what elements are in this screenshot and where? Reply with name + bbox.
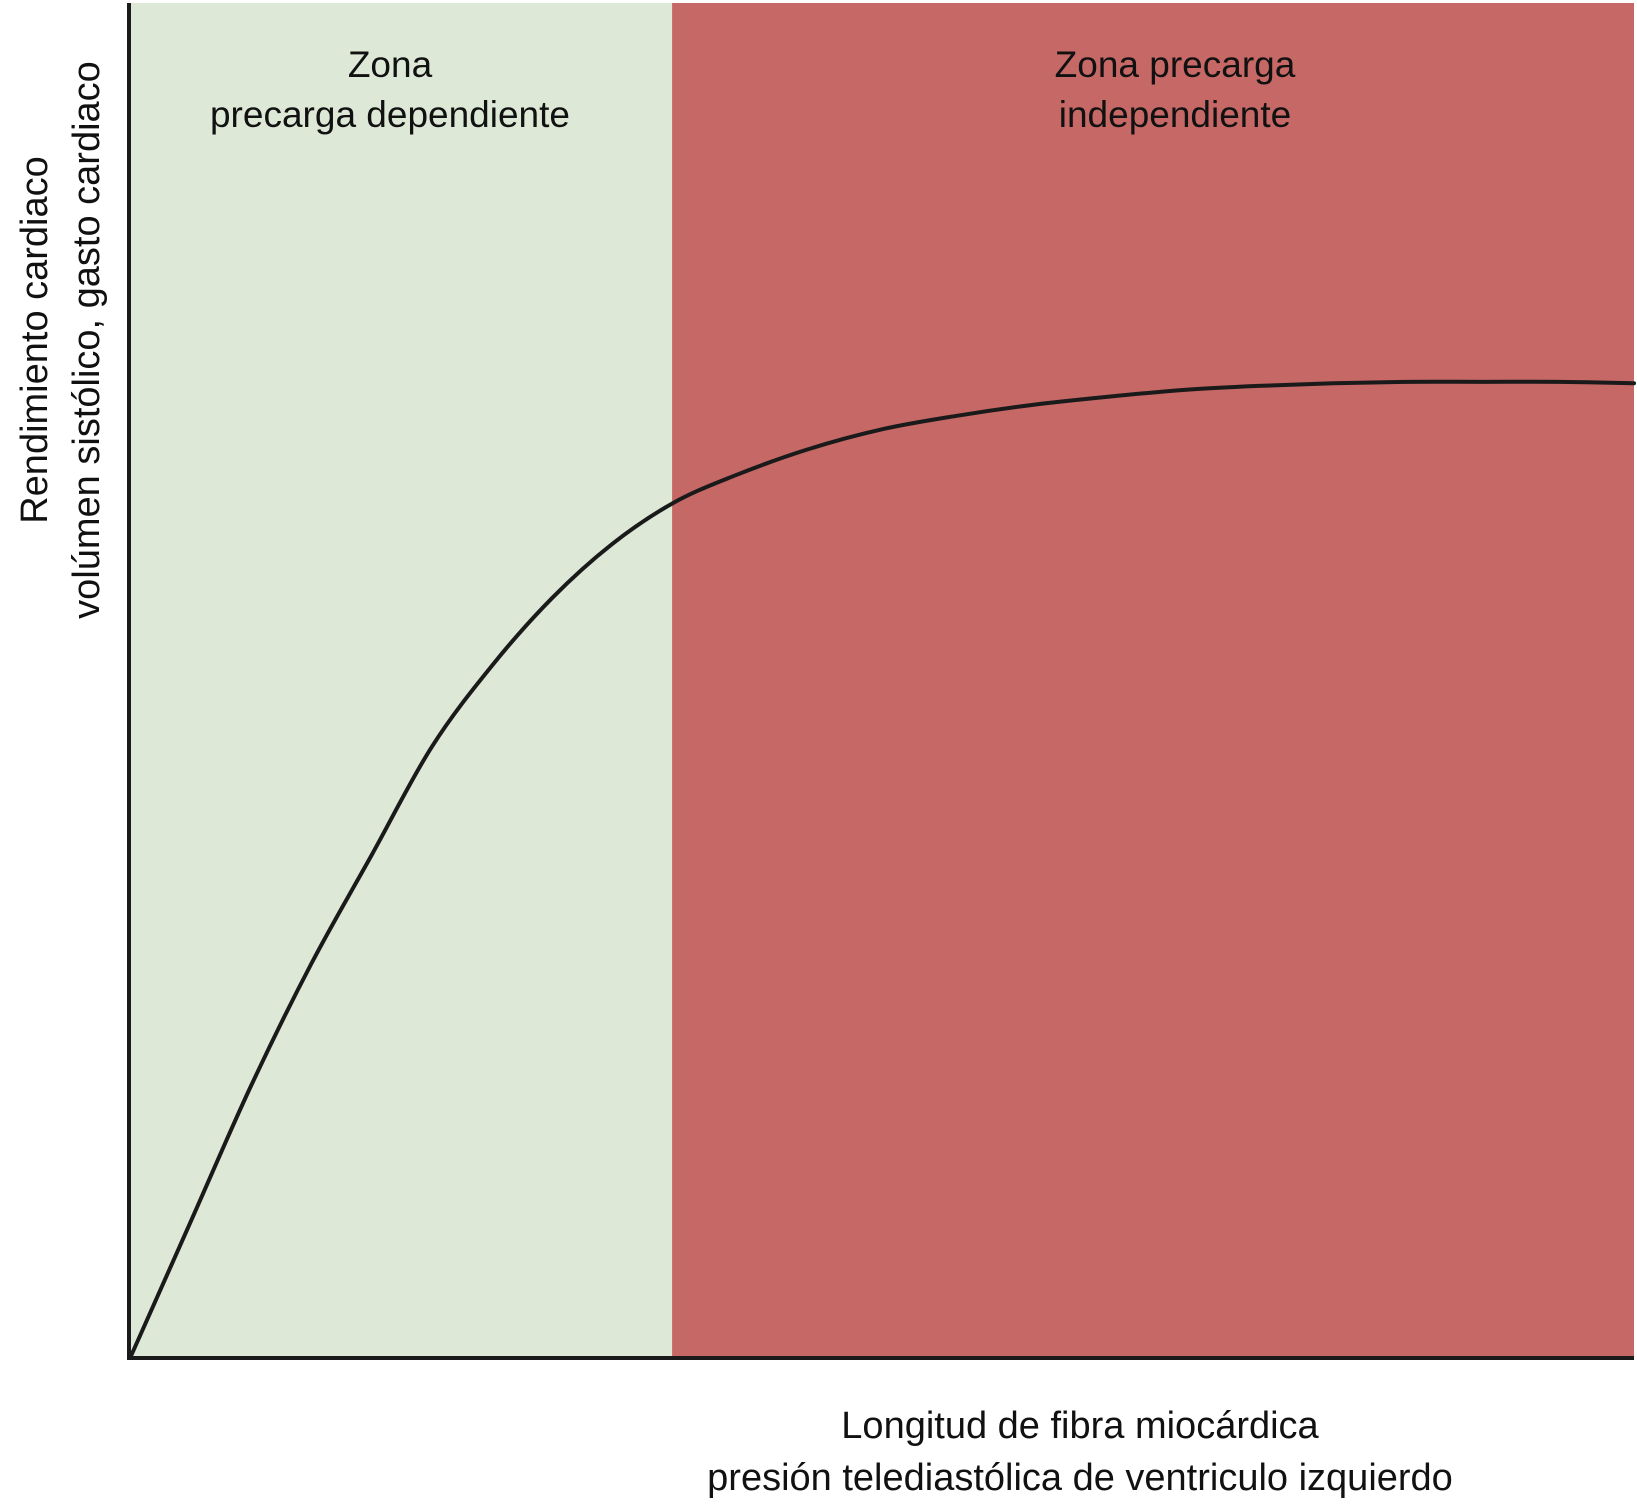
zone-label-dependent-line1: Zona	[347, 44, 433, 85]
zone-label-independent: Zona precarga independiente	[950, 40, 1400, 140]
series-lines	[129, 379, 1636, 1358]
zone-regions	[131, 3, 1634, 1356]
zone-label-dependent: Zona precarga dependiente	[170, 40, 610, 140]
x-axis-title-line1: Longitud de fibra miocárdica	[841, 1405, 1319, 1447]
y-axis-title: Rendimiento cardiaco volúmen sistólico, …	[9, 0, 119, 690]
zone-region-independent	[672, 3, 1634, 1356]
x-axis-title: Longitud de fibra miocárdica presión tel…	[600, 1400, 1560, 1504]
frank-starling-curve	[129, 379, 1636, 1358]
zone-region-dependent	[131, 3, 673, 1356]
y-axis-title-line1: Rendimiento cardiaco	[14, 156, 56, 524]
axes	[127, 3, 1634, 1360]
zone-label-dependent-line2: precarga dependiente	[209, 94, 570, 135]
y-axis-title-line2: volúmen sistólico, gasto cardiaco	[66, 61, 108, 619]
zone-label-independent-line1: Zona precarga	[1054, 44, 1296, 85]
zone-label-independent-line2: independiente	[1058, 94, 1292, 135]
x-axis-title-line2: presión telediastólica de ventriculo izq…	[707, 1457, 1453, 1499]
